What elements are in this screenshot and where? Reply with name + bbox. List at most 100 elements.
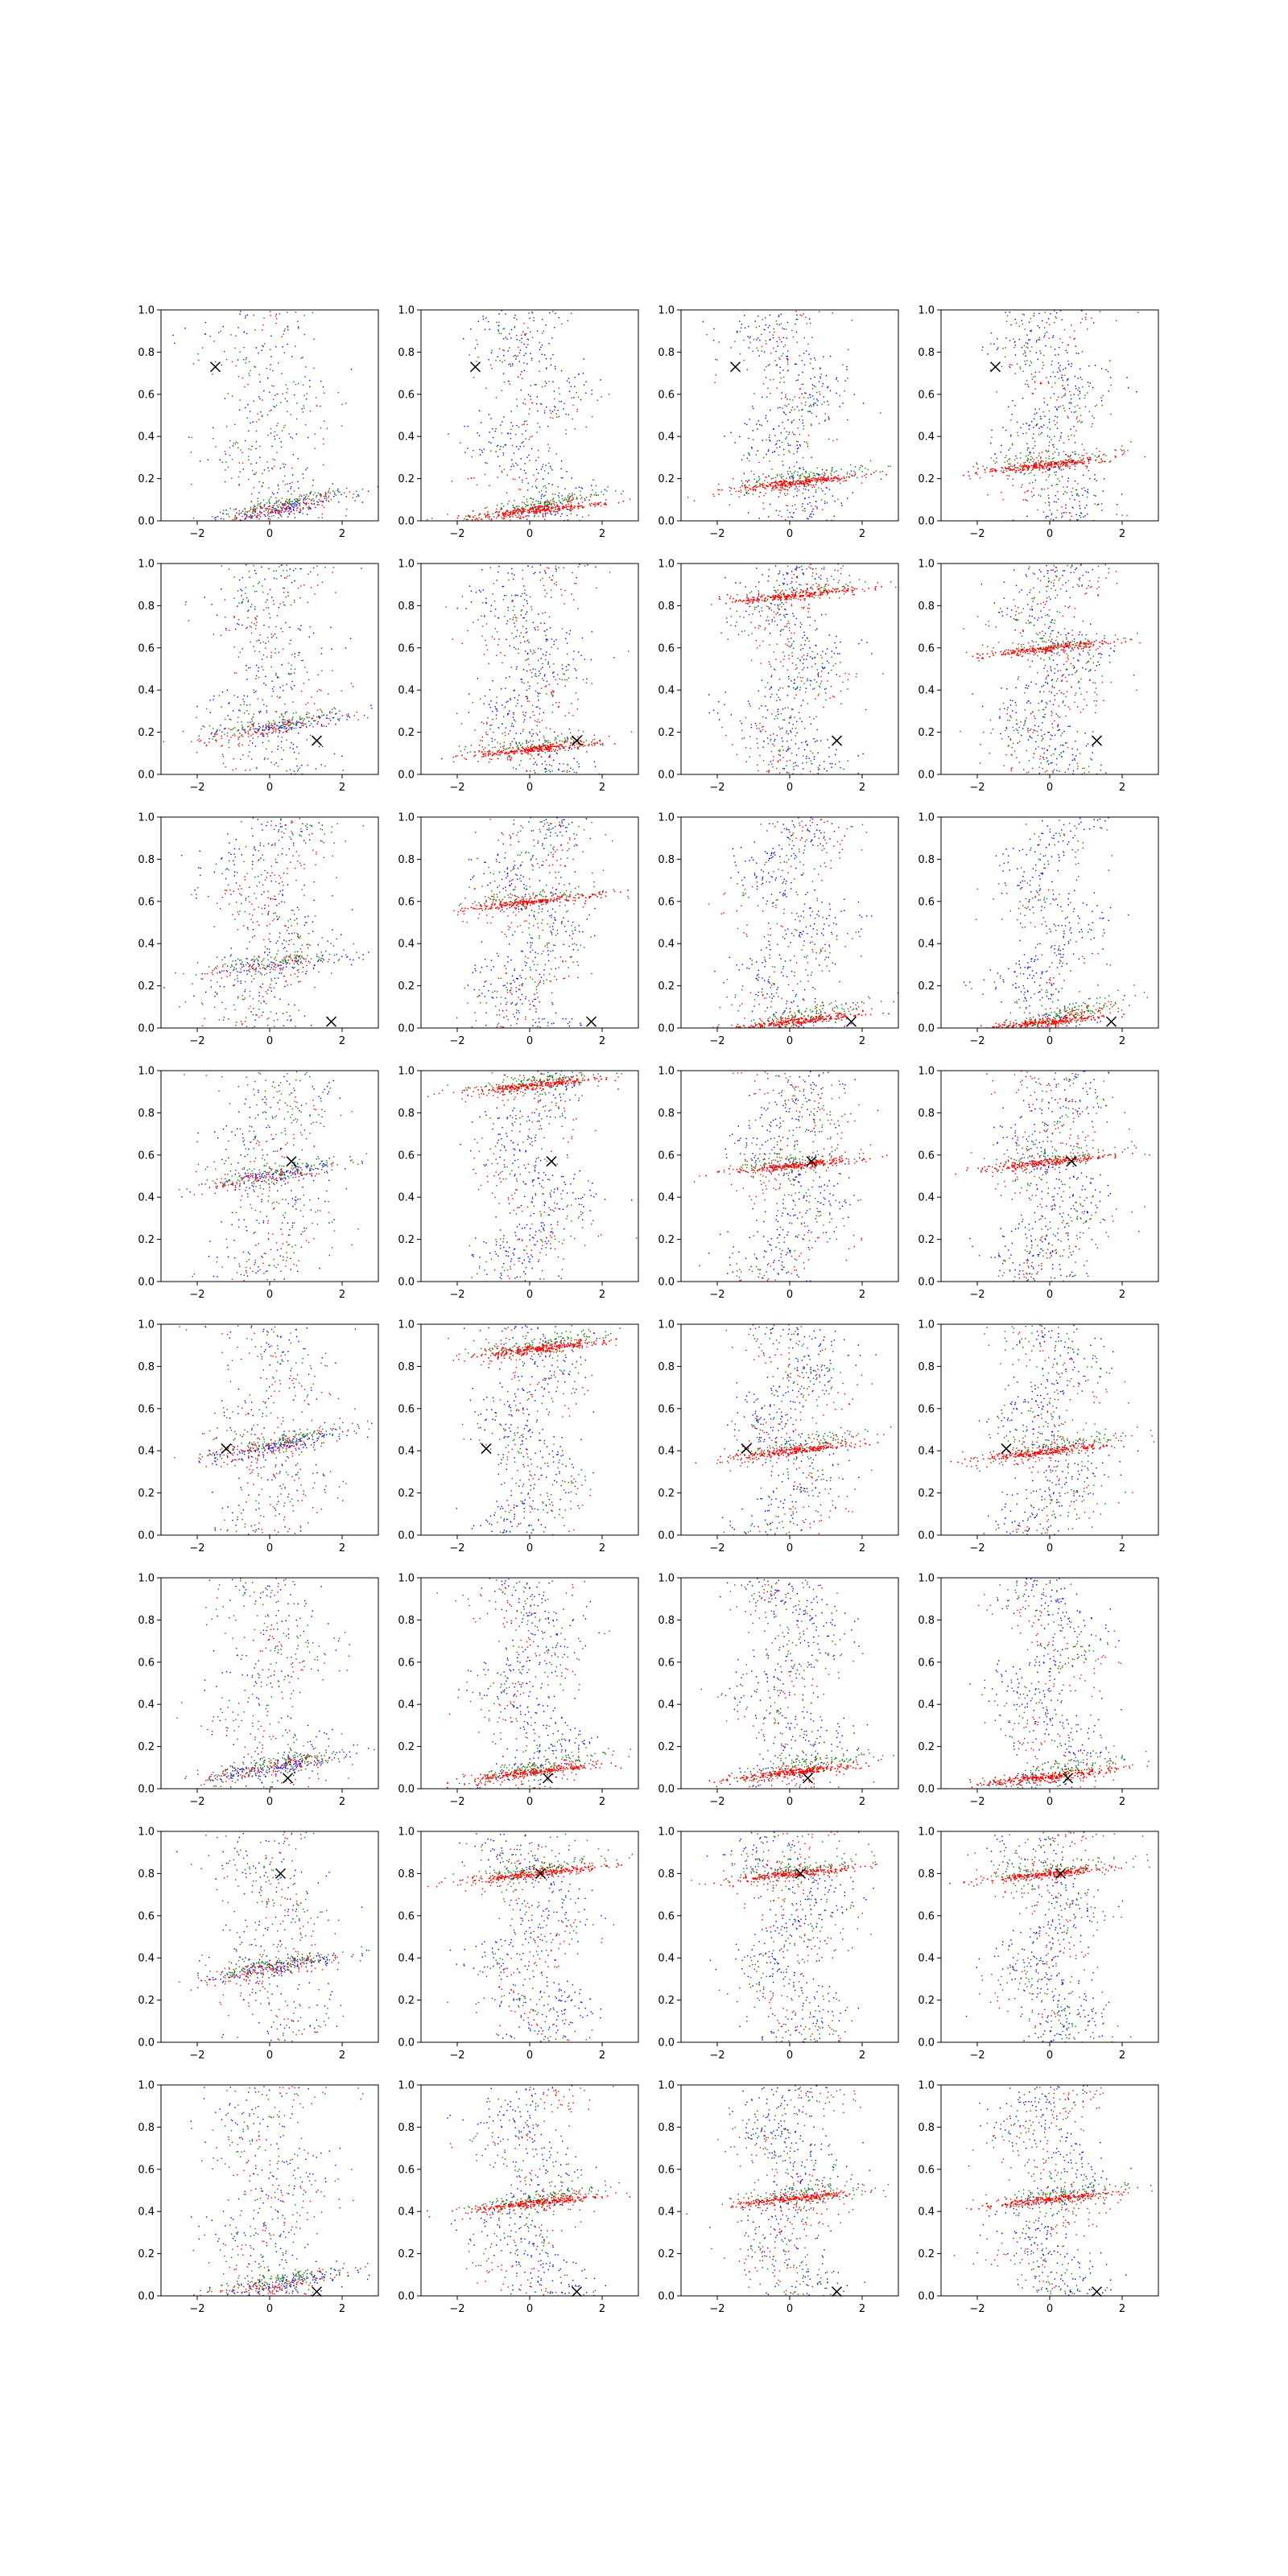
point xyxy=(561,507,564,510)
point xyxy=(591,502,592,505)
point xyxy=(963,474,964,477)
point xyxy=(530,508,533,510)
point xyxy=(577,506,580,507)
point xyxy=(514,514,517,516)
point xyxy=(299,767,301,769)
point xyxy=(263,729,266,732)
point xyxy=(1073,435,1075,436)
point xyxy=(309,507,312,509)
point xyxy=(565,670,567,671)
point xyxy=(198,738,200,740)
point xyxy=(847,497,848,499)
point xyxy=(563,500,564,502)
point xyxy=(809,515,811,518)
point xyxy=(1036,456,1038,459)
point xyxy=(1048,458,1050,460)
point xyxy=(528,515,530,517)
point xyxy=(239,519,242,521)
point xyxy=(1126,377,1128,378)
point xyxy=(530,503,532,506)
point xyxy=(276,434,278,436)
point xyxy=(502,745,504,748)
point xyxy=(286,683,287,685)
point xyxy=(718,341,720,343)
point xyxy=(192,363,194,365)
point xyxy=(555,413,557,415)
series-green xyxy=(182,564,369,774)
point xyxy=(1040,426,1042,427)
point xyxy=(215,516,217,518)
point xyxy=(514,513,516,515)
point xyxy=(293,506,295,509)
point xyxy=(544,485,546,487)
point xyxy=(776,473,778,476)
point xyxy=(246,514,248,517)
point xyxy=(1082,494,1084,496)
point xyxy=(881,470,884,473)
point xyxy=(504,513,506,514)
point xyxy=(1075,461,1077,464)
point xyxy=(495,714,497,716)
point xyxy=(246,511,248,513)
point xyxy=(524,589,526,591)
point xyxy=(502,518,504,520)
point xyxy=(300,357,302,359)
point xyxy=(803,469,805,470)
point xyxy=(772,334,774,336)
x-tick-label: −2 xyxy=(449,528,464,540)
point xyxy=(295,723,297,724)
point xyxy=(1081,378,1083,381)
point xyxy=(535,511,536,514)
point xyxy=(786,431,787,432)
point xyxy=(1104,460,1106,463)
point xyxy=(482,318,485,320)
point xyxy=(287,720,289,723)
point xyxy=(497,329,499,331)
x-marker xyxy=(469,361,481,373)
point xyxy=(779,492,781,493)
point xyxy=(1039,465,1041,467)
point xyxy=(553,497,555,499)
point xyxy=(841,505,843,506)
point xyxy=(767,365,769,366)
point xyxy=(1092,386,1094,389)
point xyxy=(277,745,279,747)
point xyxy=(543,509,544,510)
point xyxy=(739,436,741,438)
point xyxy=(1001,467,1003,469)
point xyxy=(495,708,497,710)
point xyxy=(487,733,489,736)
point xyxy=(508,347,510,349)
point xyxy=(1064,393,1066,394)
point xyxy=(528,413,530,415)
point xyxy=(795,311,797,312)
point xyxy=(573,650,575,652)
point xyxy=(239,471,241,473)
point xyxy=(562,508,564,510)
point xyxy=(785,394,786,396)
point xyxy=(512,425,514,427)
point xyxy=(243,331,246,332)
point xyxy=(548,750,551,752)
point xyxy=(292,712,295,714)
point xyxy=(572,404,574,407)
point xyxy=(213,733,216,735)
point xyxy=(560,477,562,479)
point xyxy=(542,510,543,511)
point xyxy=(1083,455,1084,456)
point xyxy=(766,481,769,484)
point xyxy=(1067,461,1068,464)
point xyxy=(572,508,574,510)
point xyxy=(328,488,330,489)
point xyxy=(252,716,254,718)
point xyxy=(535,485,537,488)
point xyxy=(289,674,291,675)
point xyxy=(547,509,550,510)
point xyxy=(535,403,538,405)
point xyxy=(1050,464,1051,466)
point xyxy=(270,432,272,434)
point xyxy=(1096,448,1097,449)
point xyxy=(349,638,352,639)
point xyxy=(573,741,575,743)
point xyxy=(293,685,295,687)
